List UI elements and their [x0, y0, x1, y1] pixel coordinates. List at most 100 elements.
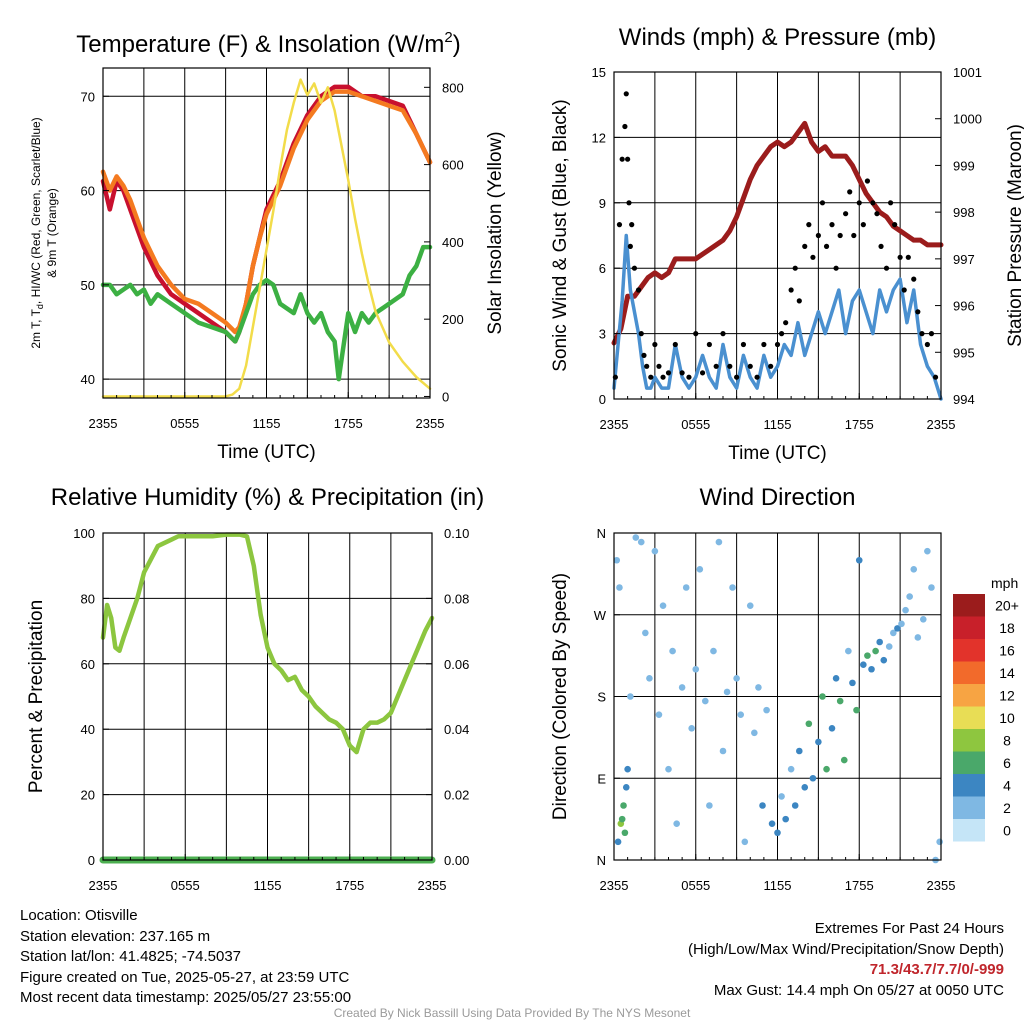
direction-point: [637, 538, 645, 546]
y-tick-label: N: [597, 526, 606, 541]
legend-label: 12: [999, 687, 1015, 703]
direction-point: [613, 556, 621, 564]
y-tick-label: 60: [81, 657, 95, 672]
x-tick-label: 2355: [600, 878, 629, 893]
direction-point: [618, 815, 626, 823]
gust-point: [641, 352, 647, 358]
gust-point: [660, 374, 666, 380]
gust-point: [796, 298, 802, 304]
y2-tick-label: 0.00: [444, 853, 469, 868]
9m-t-line: [100, 89, 433, 335]
y2-tick-label: 1001: [953, 65, 982, 80]
direction-point: [692, 665, 700, 673]
x-tick-label: 0555: [681, 878, 710, 893]
station-elevation: Station elevation: 237.165 m: [20, 927, 211, 945]
gust-point: [810, 254, 816, 260]
y2-tick-label: 996: [953, 299, 975, 314]
td-line: [100, 244, 433, 382]
sonic-wind-line: [612, 233, 943, 401]
gust-point: [874, 211, 880, 217]
direction-point: [796, 747, 803, 755]
x-tick-label: 0555: [681, 417, 710, 432]
direction-point: [741, 838, 749, 846]
station-info: Location: Otisville Station elevation: 2…: [20, 906, 351, 1009]
legend-swatch: [953, 684, 985, 707]
direction-point: [902, 606, 909, 614]
figure-created: Figure created on Tue, 2025-05-27, at 23…: [20, 968, 350, 986]
y-tick-label: 3: [599, 327, 606, 342]
direction-point: [651, 547, 659, 555]
direction-point: [673, 820, 680, 827]
gust-point: [919, 331, 925, 337]
gust-point: [928, 331, 935, 337]
direction-point: [763, 706, 770, 714]
station-latlon: Station lat/lon: 41.4825; -74.5037: [20, 948, 242, 965]
gust-point: [754, 374, 760, 380]
y-tick-label: W: [594, 608, 607, 623]
direction-point: [746, 602, 754, 609]
y2-tick-label: 998: [953, 205, 975, 220]
direction-point: [910, 566, 918, 573]
direction-point: [885, 643, 893, 650]
y-tick-label: E: [597, 771, 606, 786]
direction-point: [864, 652, 871, 659]
y2-tick-label: 400: [442, 235, 464, 250]
direction-point: [755, 684, 762, 691]
direction-point: [622, 784, 630, 791]
direction-point: [849, 679, 856, 687]
gust-point: [693, 331, 699, 337]
direction-point: [737, 711, 745, 718]
x-tick-label: 1755: [845, 417, 874, 432]
direction-point: [805, 720, 813, 728]
y-tick-label: N: [597, 853, 606, 868]
direction-point: [906, 593, 913, 600]
direction-point: [627, 693, 634, 700]
direction-point: [853, 706, 860, 714]
direction-point: [914, 634, 922, 641]
direction-point: [890, 629, 897, 637]
direction-point: [616, 584, 623, 591]
speed-legend: mph 20+ 18 16 14 12 10 8 6 4 2 0: [953, 575, 1019, 842]
gust-point: [699, 370, 706, 376]
legend-label: 10: [999, 710, 1015, 726]
direction-point: [840, 756, 848, 764]
direction-point: [868, 665, 875, 673]
direction-point: [688, 724, 695, 732]
gust-point: [619, 156, 625, 162]
gust-point: [679, 370, 685, 376]
y-tick-label: 0: [599, 392, 606, 407]
direction-point: [701, 697, 709, 705]
gust-point: [806, 222, 812, 228]
y-tick-label: 12: [592, 130, 606, 145]
legend-swatch: [953, 729, 985, 752]
chart-title: Wind Direction: [699, 484, 855, 511]
x-tick-label: 1755: [845, 878, 874, 893]
gust-point: [625, 156, 631, 162]
direction-point: [678, 684, 686, 691]
direction-point: [759, 802, 766, 809]
x-tick-label: 2355: [927, 417, 956, 432]
direction-point: [632, 534, 640, 541]
y2-tick-label: 1000: [953, 112, 982, 127]
gust-point: [713, 363, 719, 369]
legend-swatch: [953, 796, 985, 819]
wind-panel: Winds (mph) & Pressure (mb) 2355 0555 1155 1…: [550, 24, 1024, 464]
direction-point: [860, 661, 867, 669]
direction-point: [872, 647, 879, 655]
gust-point: [788, 287, 794, 293]
gust-point: [774, 341, 781, 348]
legend-unit: mph: [991, 575, 1018, 591]
x-tick-label: 2355: [89, 416, 118, 431]
direction-point: [655, 711, 663, 718]
gust-point: [932, 374, 939, 380]
y-tick-label: 15: [592, 65, 606, 80]
direction-point: [823, 765, 830, 773]
direction-point: [845, 647, 852, 655]
gust-point: [783, 320, 789, 326]
direction-point: [898, 620, 905, 628]
direction-point: [936, 838, 943, 846]
y-tick-label: 9: [599, 196, 606, 211]
x-tick-label: 0555: [171, 878, 200, 893]
y-tick-label: 100: [73, 526, 95, 541]
legend-label: 14: [999, 665, 1015, 681]
